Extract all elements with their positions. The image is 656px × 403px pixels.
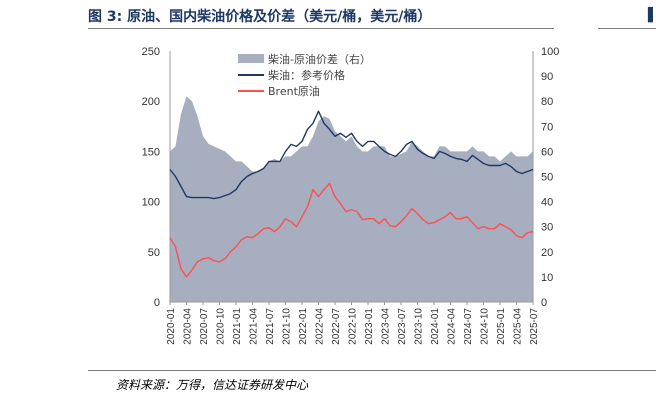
y-right-tick-label: 30	[541, 222, 553, 234]
x-tick-label: 2024-07	[463, 308, 474, 345]
y-right-tick-label: 100	[541, 46, 559, 58]
x-tick-label: 2021-10	[282, 308, 293, 345]
y-right-tick-label: 70	[541, 121, 553, 133]
spread-area-layer	[170, 96, 533, 302]
x-tick-label: 2020-10	[216, 308, 227, 345]
x-tick-label: 2021-04	[249, 308, 260, 345]
chart-title: 图 3: 原油、国内柴油价格及价差（美元/桶，美元/桶）	[88, 9, 432, 25]
title-rule	[88, 28, 554, 29]
legend: 柴油-原油价差（右） 柴油：参考价格 Brent原油	[238, 52, 371, 98]
x-tick-label: 2022-04	[315, 308, 326, 345]
x-tick-label: 2023-01	[364, 308, 375, 345]
y-right-tick-label: 90	[541, 71, 553, 83]
lines-layer	[169, 110, 534, 278]
x-tick-label: 2023-07	[397, 308, 408, 345]
legend-item-label: 柴油-原油价差（右）	[268, 52, 371, 66]
legend-item-label: 柴油：参考价格	[268, 68, 345, 82]
source-note: 资料来源：万得，信达证券研发中心	[116, 378, 309, 392]
axes-layer: 0 50 100 150 200 250 0 10 20 30 40 50 60 70 80 90 100 202…	[142, 46, 560, 345]
x-tick-label: 2022-07	[331, 308, 342, 345]
legend-item-label: Brent原油	[268, 84, 320, 98]
x-tick-label: 2022-10	[348, 308, 359, 345]
y-left-tick-label: 0	[154, 297, 160, 309]
y-left-tick-label: 100	[142, 197, 160, 209]
y-right-tick-label: 80	[541, 96, 553, 108]
x-tick-label: 2022-01	[298, 308, 309, 345]
x-tick-label: 2025-04	[513, 308, 524, 345]
y-left-tick-label: 200	[142, 96, 160, 108]
x-tick-label: 2023-04	[381, 308, 392, 345]
series-brent-line	[169, 182, 534, 278]
y-right-tick-label: 60	[541, 146, 553, 158]
x-tick-label: 2021-01	[232, 308, 243, 345]
footer-rule	[88, 370, 656, 371]
y-right-tick-label: 20	[541, 247, 553, 259]
x-tick-label: 2024-04	[447, 308, 458, 345]
x-tick-label: 2020-04	[183, 308, 194, 345]
x-tick-label: 2020-01	[166, 308, 177, 345]
y-right-tick-label: 0	[541, 297, 547, 309]
x-tick-label: 2021-07	[265, 308, 276, 345]
y-left-tick-label: 50	[148, 247, 160, 259]
x-tick-label: 2024-01	[430, 308, 441, 345]
y-left-tick-label: 150	[142, 146, 160, 158]
y-right-tick-label: 40	[541, 197, 553, 209]
series-diesel-line	[169, 110, 534, 200]
y-right-tick-label: 10	[541, 272, 553, 284]
y-left-tick-label: 250	[142, 46, 160, 58]
x-tick-label: 2024-10	[480, 308, 491, 345]
title-rule-right	[598, 28, 656, 29]
series-spread-area	[170, 96, 533, 302]
x-tick-label: 2025-01	[496, 308, 507, 345]
next-figure-mark: ▌	[648, 8, 656, 23]
x-tick-label: 2020-07	[199, 308, 210, 345]
x-tick-label: 2025-07	[529, 308, 540, 345]
legend-swatch-area	[238, 54, 264, 63]
x-tick-label: 2023-10	[414, 308, 425, 345]
y-right-tick-label: 50	[541, 172, 553, 184]
